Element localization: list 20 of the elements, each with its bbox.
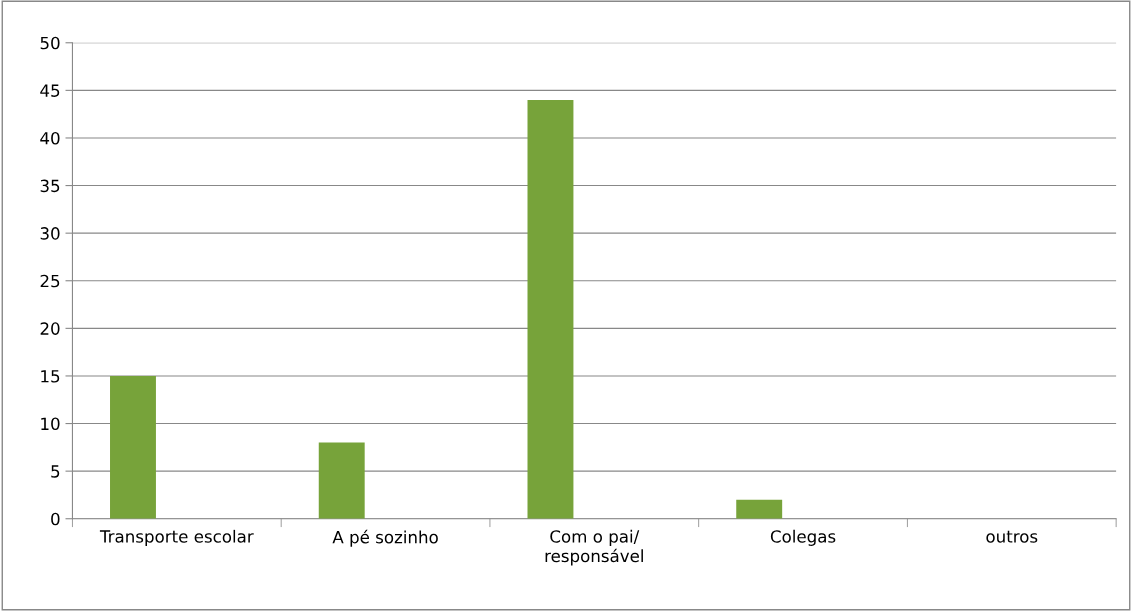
y-tick-label: 30 xyxy=(40,227,60,240)
y-tick-label: 25 xyxy=(40,274,60,288)
x-tick-label: Transporte escolar xyxy=(99,529,254,546)
y-tick-label: 0 xyxy=(51,512,60,526)
x-tick-label: Com o pai/ responsável xyxy=(545,529,643,566)
y-tick-label: 20 xyxy=(40,322,60,335)
y-tick-label: 45 xyxy=(40,84,60,97)
y-tick-label: 40 xyxy=(40,131,60,145)
x-tick-label: outros xyxy=(986,530,1038,543)
bar xyxy=(110,375,156,519)
bar xyxy=(527,99,574,519)
x-tick-label: Colegas xyxy=(770,529,836,546)
x-tick-label: A pé sozinho xyxy=(332,529,438,547)
y-tick-label: 50 xyxy=(40,36,60,50)
y-tick-label: 10 xyxy=(41,417,60,431)
bar xyxy=(318,442,365,519)
bar xyxy=(736,499,783,519)
y-tick-label: 5 xyxy=(51,465,60,478)
y-tick-label: 15 xyxy=(41,370,60,383)
y-tick-label: 35 xyxy=(40,179,60,193)
